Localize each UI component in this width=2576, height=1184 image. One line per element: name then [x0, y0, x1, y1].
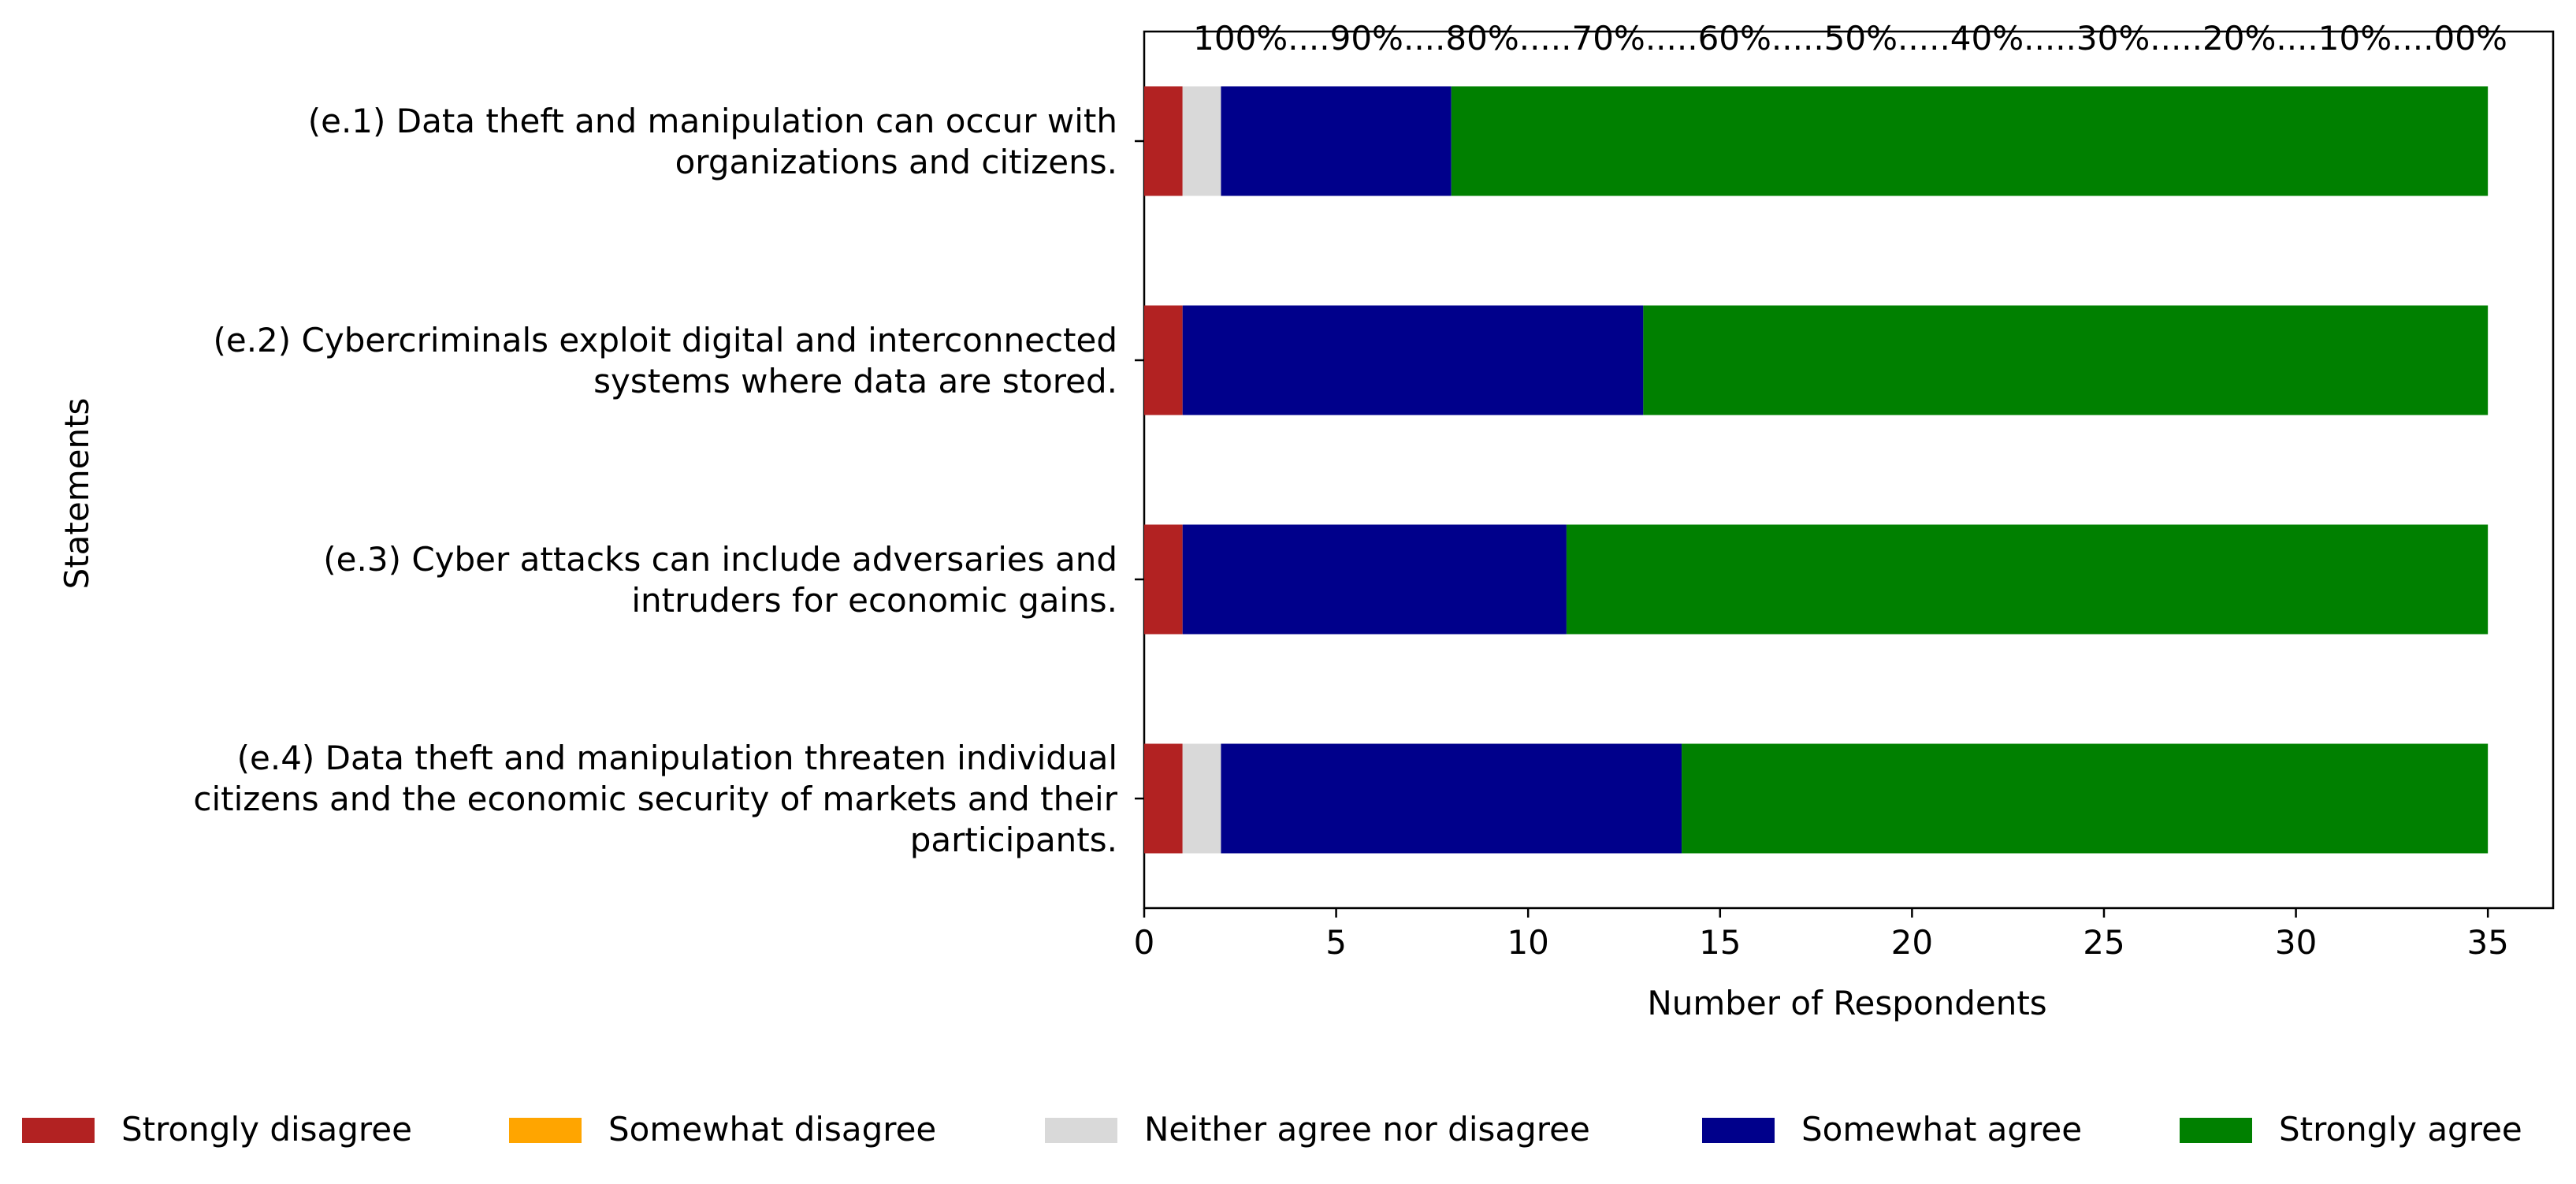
- bar-segment: [1643, 305, 2489, 415]
- legend-swatch: [1702, 1118, 1775, 1143]
- category-label: (e.3) Cyber attacks can include adversar…: [323, 540, 1117, 620]
- legend-swatch: [1045, 1118, 1117, 1143]
- bar-segment: [1682, 743, 2489, 854]
- category-label: (e.2) Cybercriminals exploit digital and…: [213, 321, 1117, 400]
- bar-segment: [1182, 743, 1221, 854]
- category-label: (e.1) Data theft and manipulation can oc…: [308, 102, 1117, 181]
- bar-segment: [1144, 305, 1183, 415]
- bar-segment: [1451, 86, 2489, 196]
- legend-swatch: [2180, 1118, 2252, 1143]
- legend: Strongly disagree Somewhat disagree Neithe…: [22, 1110, 2522, 1149]
- legend-label: Somewhat disagree: [608, 1110, 936, 1149]
- bar-segment: [1566, 524, 2489, 635]
- legend-swatch: [22, 1118, 95, 1143]
- legend-label: Neither agree nor disagree: [1144, 1110, 1590, 1149]
- x-axis-ticks: 0 5 10 15 20 25 30 35: [1134, 908, 2509, 962]
- category-label: (e.4) Data theft and manipulation threat…: [193, 739, 1117, 859]
- bar-segment: [1182, 524, 1567, 635]
- x-tick-label: 15: [1699, 923, 1741, 962]
- legend-label: Strongly disagree: [121, 1110, 412, 1149]
- bar-segment: [1144, 743, 1183, 854]
- category-labels: (e.1) Data theft and manipulation can oc…: [193, 102, 1144, 859]
- top-percentage-scale: 100%....90%....80%.....70%.....60%.....5…: [1193, 19, 2507, 58]
- bar-segment: [1221, 743, 1682, 854]
- bar-segment: [1144, 86, 1183, 196]
- x-axis-title: Number of Respondents: [1647, 984, 2046, 1022]
- x-tick-label: 35: [2466, 923, 2508, 962]
- legend-label: Somewhat agree: [1801, 1110, 2082, 1149]
- x-tick-label: 5: [1325, 923, 1347, 962]
- bars-group: [1144, 86, 2489, 854]
- bar-segment: [1221, 86, 1452, 196]
- y-axis-title: Statements: [58, 398, 96, 590]
- x-tick-label: 10: [1507, 923, 1548, 962]
- x-tick-label: 20: [1891, 923, 1933, 962]
- legend-label: Strongly agree: [2279, 1110, 2522, 1149]
- bar-segment: [1182, 305, 1644, 415]
- x-tick-label: 30: [2275, 923, 2317, 962]
- x-tick-label: 25: [2083, 923, 2124, 962]
- bar-segment: [1144, 524, 1183, 635]
- plot-border: [1143, 30, 2555, 910]
- x-tick-label: 0: [1134, 923, 1155, 962]
- legend-swatch: [509, 1118, 582, 1143]
- plot-area: [1143, 30, 2555, 910]
- bar-segment: [1182, 86, 1221, 196]
